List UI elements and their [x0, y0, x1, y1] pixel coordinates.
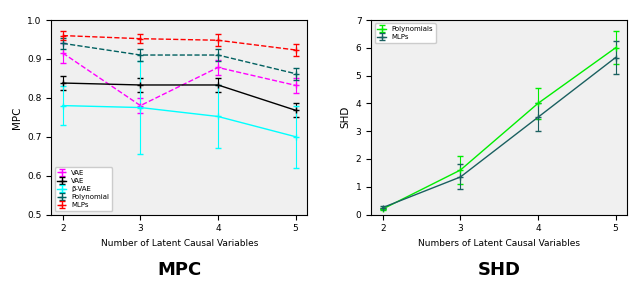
Text: MPC: MPC: [157, 261, 202, 279]
Y-axis label: MPC: MPC: [12, 106, 22, 128]
Y-axis label: SHD: SHD: [340, 106, 350, 128]
Legend: Polynomials, MLPs: Polynomials, MLPs: [374, 23, 436, 43]
Text: SHD: SHD: [477, 261, 521, 279]
X-axis label: Number of Latent Causal Variables: Number of Latent Causal Variables: [100, 239, 258, 248]
Legend: VAE, VAE, β-VAE, Polynomial, MLPs: VAE, VAE, β-VAE, Polynomial, MLPs: [54, 167, 112, 211]
X-axis label: Numbers of Latent Causal Variables: Numbers of Latent Causal Variables: [418, 239, 580, 248]
